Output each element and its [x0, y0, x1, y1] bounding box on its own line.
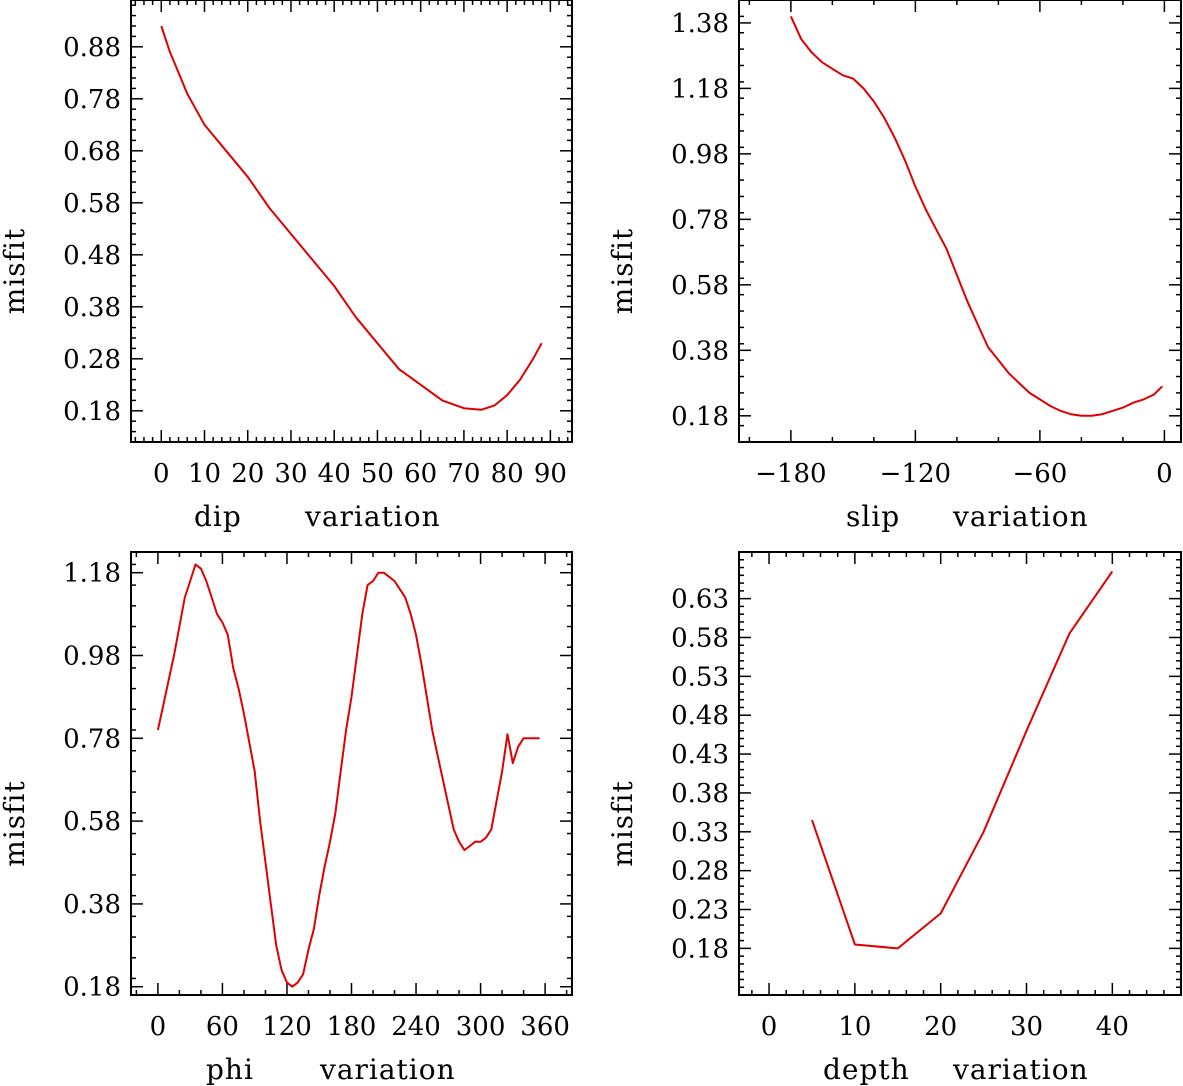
y-tick-label: 0.88	[63, 33, 121, 63]
chart-panel-4: 0 10 20 30 40 0.18 0.23 0.28 0.33 0.38 0.43 0.48 0.5…	[606, 551, 1182, 1086]
y-tick-label: 0.18	[671, 934, 729, 964]
x-axis-label-name: slip	[846, 500, 900, 533]
y-tick-label: 0.18	[671, 402, 729, 432]
y-tick-label: 1.18	[671, 74, 729, 104]
misfit-curve	[156, 563, 540, 988]
y-tick-label: 0.58	[671, 271, 729, 301]
y-axis-label: misfit	[606, 228, 639, 314]
y-tick-label: 0.28	[671, 857, 729, 887]
chart-panel-3: 0 60 120 180 240 300 360 0.18 0.38 0.58 0.78 0.98 1.…	[0, 551, 573, 1086]
x-tick-label: 40	[318, 459, 351, 489]
x-tick-label: 0	[761, 1012, 778, 1042]
x-axis-label-suffix: variation	[952, 1053, 1089, 1086]
x-tick-label: 30	[1010, 1012, 1043, 1042]
x-tick-label: 70	[447, 459, 480, 489]
y-tick-label: 0.63	[671, 585, 729, 615]
y-tick-label: 0.23	[671, 896, 729, 926]
plot-frame	[738, 0, 1182, 443]
x-axis-label-suffix: variation	[952, 500, 1089, 533]
x-axis-label-name: dip	[194, 500, 242, 533]
x-tick-label: 30	[274, 459, 307, 489]
x-tick-label: 20	[231, 459, 264, 489]
x-tick-label: 0	[153, 459, 170, 489]
y-tick-label: 0.33	[671, 818, 729, 848]
x-tick-label: 240	[391, 1012, 441, 1042]
y-tick-label: 0.78	[671, 205, 729, 235]
y-tick-label: 0.78	[63, 724, 121, 754]
y-tick-label: 0.98	[671, 140, 729, 170]
plot-frame	[738, 551, 1182, 996]
x-tick-label: 0	[1156, 459, 1173, 489]
y-tick-label: 0.48	[671, 701, 729, 731]
x-tick-label: 60	[206, 1012, 239, 1042]
y-tick-label: 0.38	[671, 336, 729, 366]
y-tick-label: 0.38	[63, 293, 121, 323]
x-tick-label: 300	[456, 1012, 506, 1042]
y-tick-label: 0.48	[63, 241, 121, 271]
y-tick-label: 0.18	[63, 973, 121, 1003]
x-tick-label: 60	[404, 459, 437, 489]
x-tick-label: 40	[1096, 1012, 1129, 1042]
y-tick-label: 0.78	[63, 85, 121, 115]
x-tick-label: 360	[520, 1012, 570, 1042]
x-tick-label: −120	[880, 459, 951, 489]
x-tick-label: 80	[491, 459, 524, 489]
y-tick-label: 0.58	[671, 623, 729, 653]
y-axis-label: misfit	[0, 228, 31, 314]
y-tick-label: 0.68	[63, 137, 121, 167]
plot-frame	[130, 0, 573, 443]
x-axis-label-suffix: variation	[319, 1053, 456, 1086]
chart-panel-2: −180 −120 −60 0 0.18 0.38 0.58 0.78 0.98 1.18 1.38…	[606, 0, 1182, 533]
misfit-curve	[811, 570, 1114, 950]
y-tick-label: 0.43	[671, 740, 729, 770]
x-tick-label: −60	[1012, 459, 1067, 489]
y-tick-label: 0.58	[63, 189, 121, 219]
y-axis-label: misfit	[606, 780, 639, 866]
x-axis-label-name: phi	[206, 1053, 254, 1086]
x-tick-label: −180	[755, 459, 826, 489]
x-tick-label: 20	[924, 1012, 957, 1042]
y-tick-label: 1.38	[671, 9, 729, 39]
misfit-curve	[789, 15, 1164, 417]
y-tick-label: 0.98	[63, 642, 121, 672]
x-tick-label: 120	[262, 1012, 312, 1042]
y-tick-label: 0.28	[63, 345, 121, 375]
y-tick-label: 0.38	[63, 890, 121, 920]
plot-frame	[130, 551, 573, 996]
x-tick-label: 0	[150, 1012, 167, 1042]
misfit-curve	[160, 25, 543, 411]
x-tick-label: 50	[361, 459, 394, 489]
x-axis-label-name: depth	[823, 1053, 910, 1086]
chart-panel-1: 0 10 20 30 40 50 60 70 80 90 0.18 0.28 0.38 0.48 0.58 0…	[0, 0, 573, 533]
y-tick-label: 0.53	[671, 662, 729, 692]
x-tick-label: 10	[188, 459, 221, 489]
x-tick-label: 90	[534, 459, 567, 489]
x-tick-label: 180	[327, 1012, 377, 1042]
y-tick-label: 0.38	[671, 779, 729, 809]
x-axis-label-suffix: variation	[304, 500, 441, 533]
y-tick-label: 0.58	[63, 807, 121, 837]
y-tick-label: 1.18	[63, 559, 121, 589]
y-tick-label: 0.18	[63, 397, 121, 427]
y-axis-label: misfit	[0, 780, 31, 866]
x-tick-label: 10	[838, 1012, 871, 1042]
